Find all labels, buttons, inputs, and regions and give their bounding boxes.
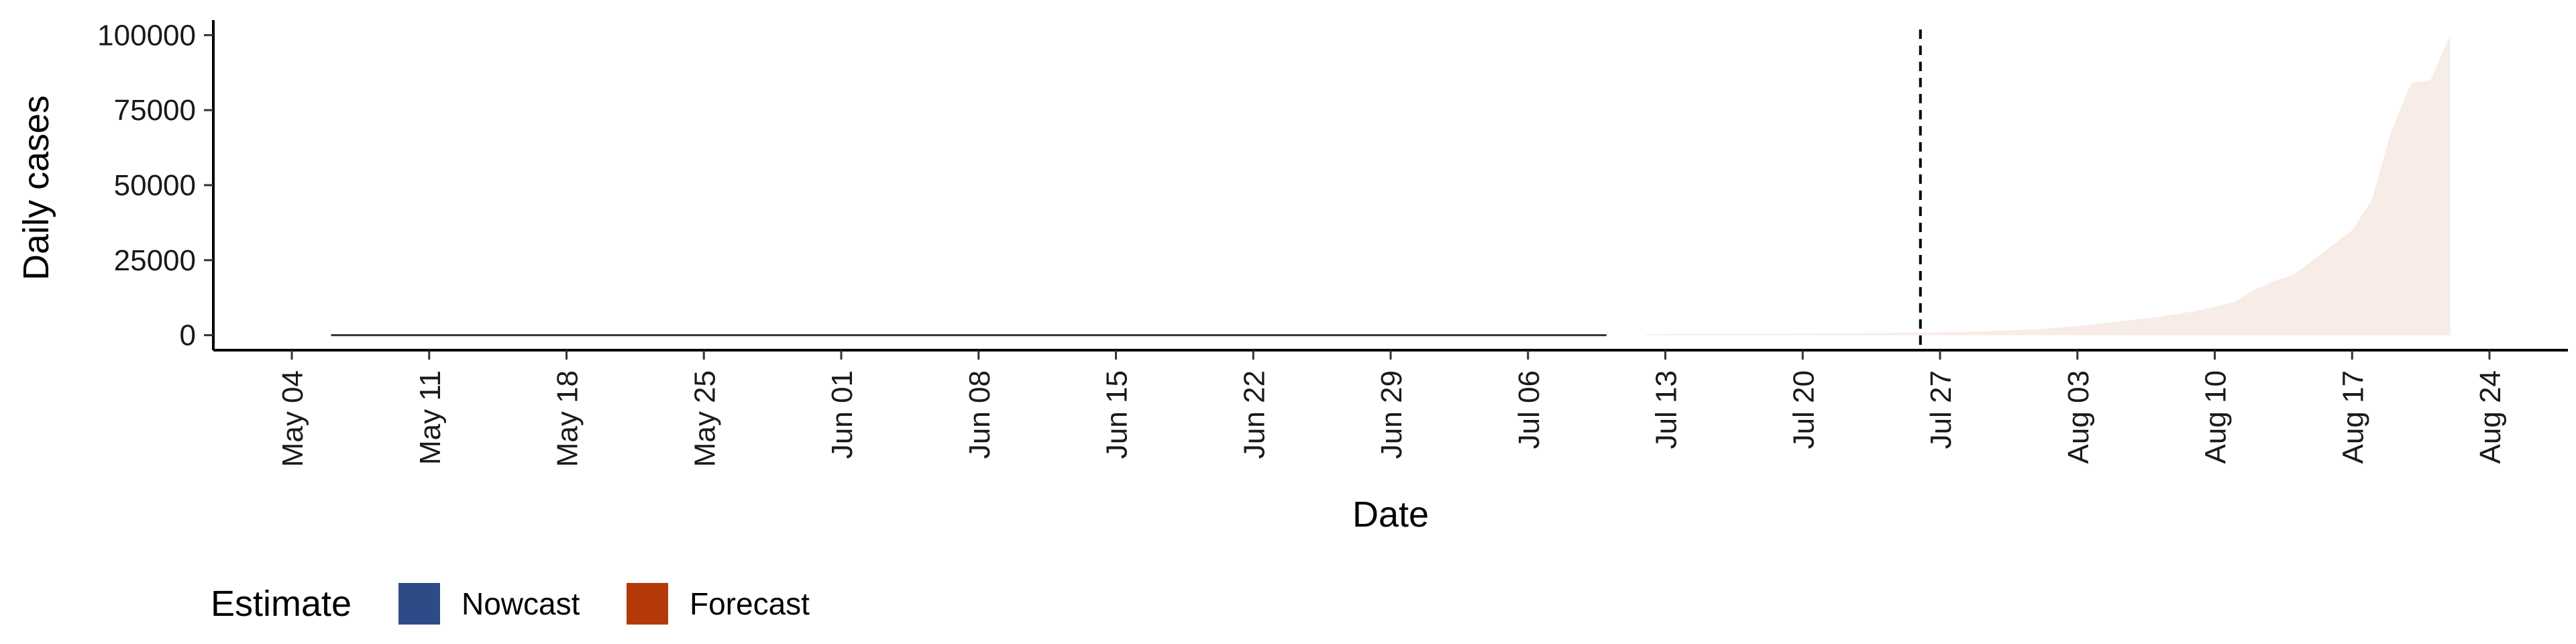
legend: Estimate Nowcast Forecast (211, 583, 810, 625)
x-tick-label: May 04 (276, 370, 309, 467)
legend-swatch-forecast (627, 583, 668, 625)
x-tick-label: May 11 (414, 370, 447, 465)
x-tick-label: Jun 15 (1101, 370, 1134, 459)
x-tick-label: May 25 (688, 370, 721, 467)
x-tick-label: Aug 24 (2474, 370, 2507, 464)
plot-area (331, 30, 2451, 350)
forecast-band (1646, 35, 2451, 335)
x-tick-label: Jul 27 (1925, 370, 1957, 449)
x-tick-label: Aug 03 (2062, 370, 2095, 464)
y-tick-label: 100000 (97, 19, 196, 52)
axes: 0 25000 50000 75000 100000 May 04 May 11 May 18… (97, 19, 2568, 467)
x-tick-label: Jun 29 (1375, 370, 1408, 459)
x-tick-label: Jun 01 (826, 370, 859, 459)
legend-label-nowcast: Nowcast (462, 586, 580, 621)
x-tick-label: Jul 06 (1513, 370, 1546, 449)
x-tick-label: Jul 20 (1787, 370, 1820, 449)
legend-label-forecast: Forecast (690, 586, 810, 621)
legend-title: Estimate (211, 584, 352, 624)
y-tick-label: 25000 (114, 244, 196, 277)
x-tick-label: Aug 17 (2337, 370, 2369, 464)
y-tick-label: 75000 (114, 94, 196, 127)
x-tick-label: Jun 22 (1238, 370, 1271, 459)
y-tick-label: 0 (180, 319, 196, 352)
x-tick-label: Jul 13 (1650, 370, 1683, 449)
y-tick-label: 50000 (114, 169, 196, 202)
x-tick-label: Aug 10 (2200, 370, 2233, 464)
legend-swatch-nowcast (398, 583, 440, 625)
x-tick-label: Jun 08 (963, 370, 996, 459)
y-axis-title: Daily cases (16, 95, 56, 280)
x-axis-title: Date (1352, 494, 1429, 535)
x-tick-label: May 18 (551, 370, 584, 467)
